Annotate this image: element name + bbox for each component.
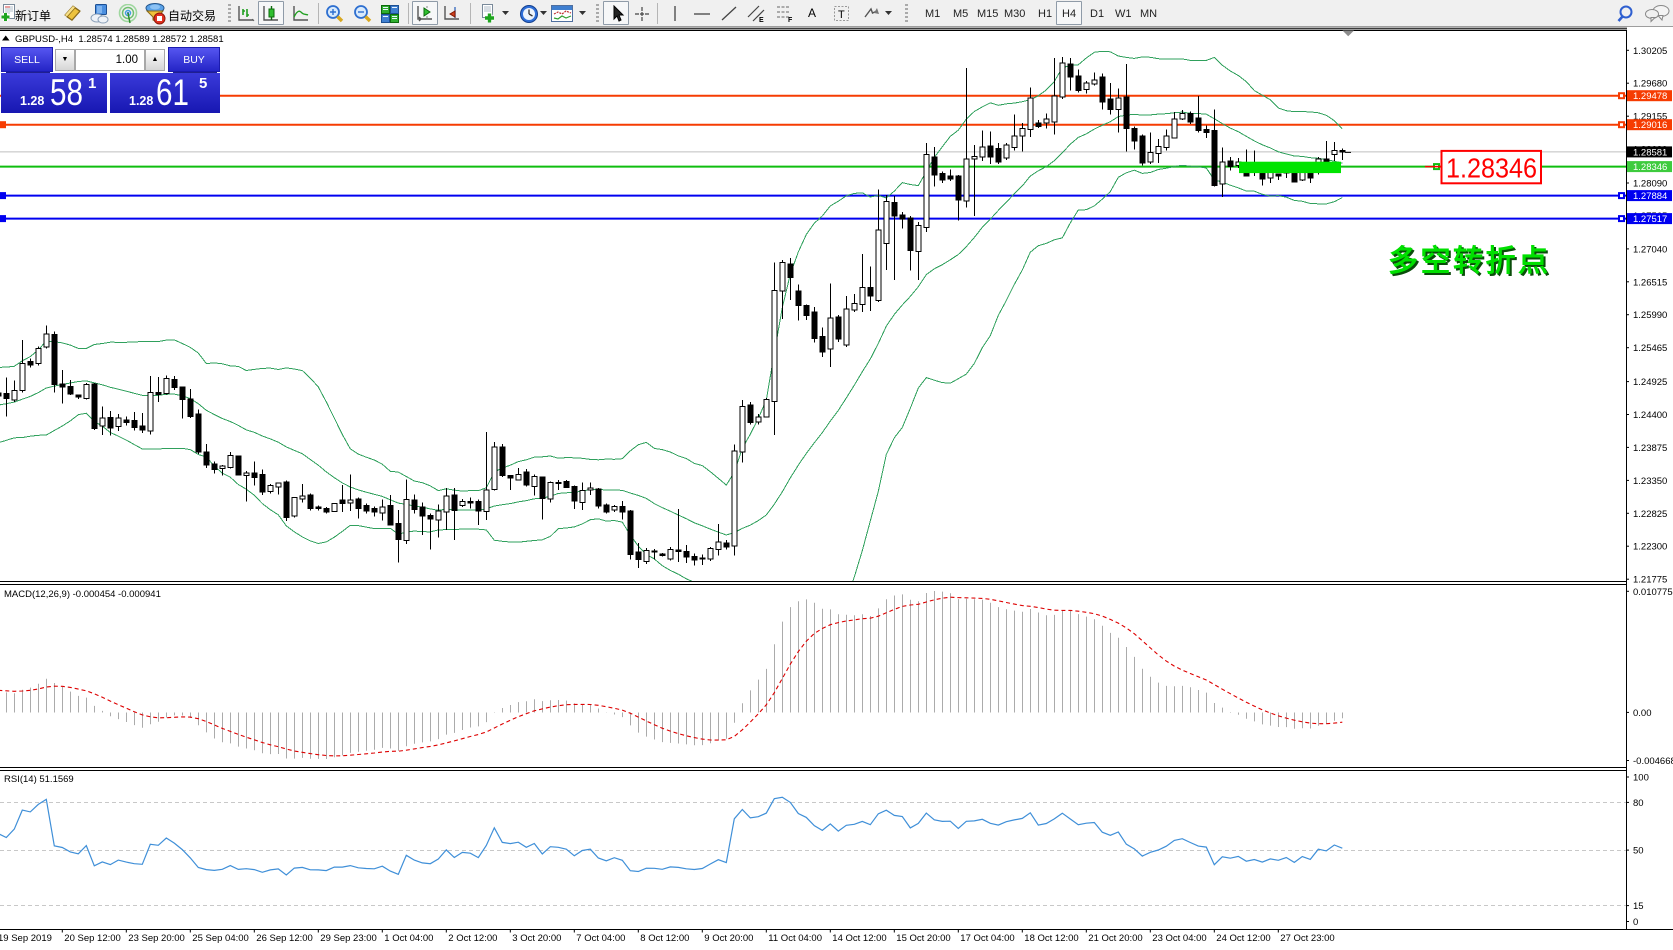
svg-text:2 Oct 12:00: 2 Oct 12:00 <box>448 933 497 944</box>
svg-text:GBPUSD-,H4 1.28574 1.28589 1.: GBPUSD-,H4 1.28574 1.28589 1.28572 1.285… <box>15 34 224 45</box>
svg-text:F: F <box>788 17 793 24</box>
svg-text:1.26515: 1.26515 <box>1633 277 1667 288</box>
svg-text:80: 80 <box>1633 798 1644 809</box>
svg-text:11 Oct 04:00: 11 Oct 04:00 <box>768 933 822 944</box>
svg-text:1.25465: 1.25465 <box>1633 343 1667 354</box>
svg-text:3 Oct 20:00: 3 Oct 20:00 <box>512 933 561 944</box>
svg-text:7 Oct 04:00: 7 Oct 04:00 <box>576 933 625 944</box>
svg-text:25 Sep 04:00: 25 Sep 04:00 <box>192 933 249 944</box>
svg-text:21 Oct 20:00: 21 Oct 20:00 <box>1088 933 1142 944</box>
svg-text:1.23350: 1.23350 <box>1633 476 1667 487</box>
svg-text:1.28090: 1.28090 <box>1633 179 1667 190</box>
svg-text:1.24925: 1.24925 <box>1633 377 1667 388</box>
svg-text:1.29016: 1.29016 <box>1633 120 1667 131</box>
svg-text:14 Oct 12:00: 14 Oct 12:00 <box>832 933 886 944</box>
svg-text:1.29680: 1.29680 <box>1633 79 1667 90</box>
svg-text:1.22300: 1.22300 <box>1633 542 1667 553</box>
svg-text:1.23875: 1.23875 <box>1633 443 1667 454</box>
svg-text:0: 0 <box>1633 917 1638 928</box>
svg-text:18 Oct 12:00: 18 Oct 12:00 <box>1024 933 1078 944</box>
svg-text:1.30205: 1.30205 <box>1633 46 1667 57</box>
svg-text:1.29478: 1.29478 <box>1633 91 1667 102</box>
svg-text:1.22825: 1.22825 <box>1633 509 1667 520</box>
svg-text:T: T <box>838 9 845 21</box>
svg-text:1.21775: 1.21775 <box>1633 575 1667 586</box>
svg-text:1 Oct 04:00: 1 Oct 04:00 <box>384 933 433 944</box>
svg-text:-0.004668: -0.004668 <box>1633 756 1673 767</box>
svg-text:20 Sep 12:00: 20 Sep 12:00 <box>64 933 121 944</box>
svg-text:1.27040: 1.27040 <box>1633 244 1667 255</box>
svg-text:23 Sep 20:00: 23 Sep 20:00 <box>128 933 185 944</box>
svg-text:0.00: 0.00 <box>1633 708 1652 719</box>
svg-text:MACD(12,26,9) -0.000454 -0.000: MACD(12,26,9) -0.000454 -0.000941 <box>4 589 161 600</box>
svg-text:29 Sep 23:00: 29 Sep 23:00 <box>320 933 377 944</box>
svg-text:1.24400: 1.24400 <box>1633 410 1667 421</box>
svg-text:E: E <box>759 17 764 24</box>
svg-text:0.010775: 0.010775 <box>1633 587 1673 598</box>
svg-text:1.27517: 1.27517 <box>1633 214 1667 225</box>
svg-text:15 Oct 20:00: 15 Oct 20:00 <box>896 933 950 944</box>
svg-text:9 Oct 20:00: 9 Oct 20:00 <box>704 933 753 944</box>
svg-text:8 Oct 12:00: 8 Oct 12:00 <box>640 933 689 944</box>
svg-text:50: 50 <box>1633 846 1644 857</box>
svg-text:26 Sep 12:00: 26 Sep 12:00 <box>256 933 313 944</box>
svg-text:27 Oct 23:00: 27 Oct 23:00 <box>1280 933 1334 944</box>
svg-text:1.28346: 1.28346 <box>1633 162 1667 173</box>
svg-text:24 Oct 12:00: 24 Oct 12:00 <box>1216 933 1270 944</box>
svg-text:RSI(14) 51.1569: RSI(14) 51.1569 <box>4 774 74 785</box>
svg-text:19 Sep 2019: 19 Sep 2019 <box>0 933 52 944</box>
svg-text:17 Oct 04:00: 17 Oct 04:00 <box>960 933 1014 944</box>
svg-text:15: 15 <box>1633 901 1644 912</box>
svg-text:100: 100 <box>1633 773 1649 784</box>
svg-text:1.28581: 1.28581 <box>1633 147 1667 158</box>
svg-text:1.27884: 1.27884 <box>1633 191 1667 202</box>
svg-text:23 Oct 04:00: 23 Oct 04:00 <box>1152 933 1206 944</box>
svg-text:1.28346: 1.28346 <box>1446 152 1537 184</box>
svg-text:1.29155: 1.29155 <box>1633 112 1667 123</box>
svg-text:1.25990: 1.25990 <box>1633 310 1667 321</box>
